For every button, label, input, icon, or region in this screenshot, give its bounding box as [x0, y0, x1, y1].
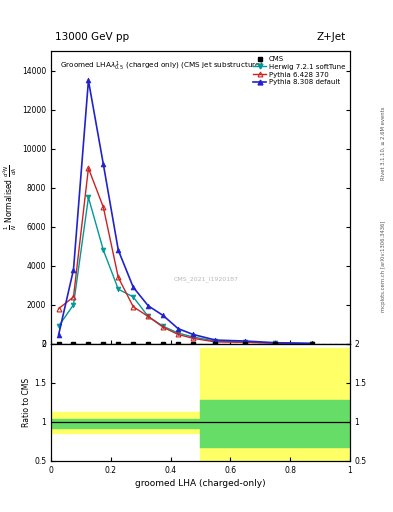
Text: CMS_2021_I1920187: CMS_2021_I1920187 — [174, 276, 239, 282]
Y-axis label: $\frac{1}{N}$ Normalised $\frac{d^{2}N}{d\lambda}$: $\frac{1}{N}$ Normalised $\frac{d^{2}N}{… — [2, 165, 19, 230]
Text: Groomed LHA$\lambda^{1}_{0.5}$ (charged only) (CMS jet substructure): Groomed LHA$\lambda^{1}_{0.5}$ (charged … — [60, 60, 263, 73]
Text: mcplots.cern.ch [arXiv:1306.3436]: mcplots.cern.ch [arXiv:1306.3436] — [381, 221, 386, 312]
Text: Z+Jet: Z+Jet — [317, 32, 346, 42]
Legend: CMS, Herwig 7.2.1 softTune, Pythia 6.428 370, Pythia 8.308 default: CMS, Herwig 7.2.1 softTune, Pythia 6.428… — [252, 55, 346, 87]
Text: 13000 GeV pp: 13000 GeV pp — [55, 32, 129, 42]
X-axis label: groomed LHA (charged-only): groomed LHA (charged-only) — [135, 479, 266, 488]
Y-axis label: Ratio to CMS: Ratio to CMS — [22, 378, 31, 427]
Text: Rivet 3.1.10, ≥ 2.6M events: Rivet 3.1.10, ≥ 2.6M events — [381, 106, 386, 180]
